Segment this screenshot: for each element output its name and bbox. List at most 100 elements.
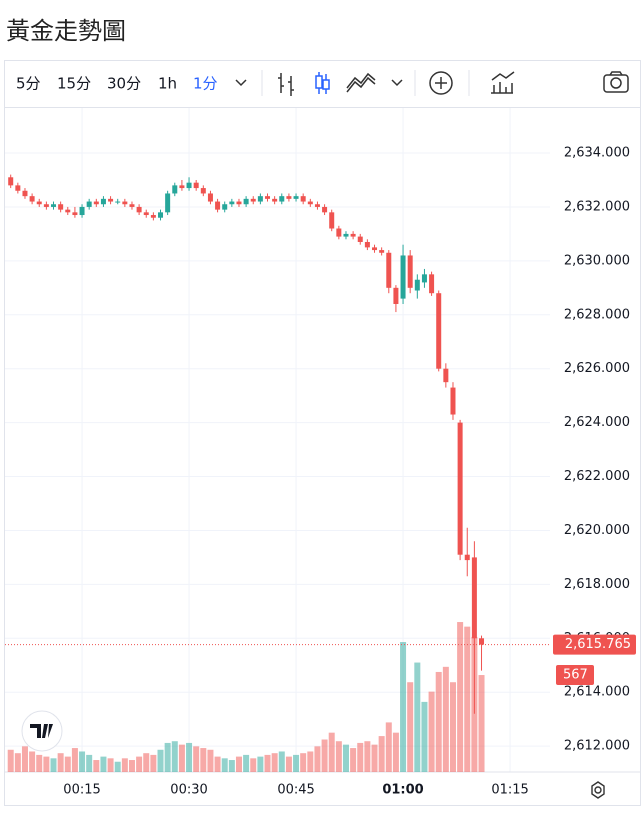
candle-body — [186, 182, 192, 189]
candle-body — [207, 193, 213, 202]
settings-button[interactable] — [591, 781, 605, 799]
candle-body — [350, 233, 356, 237]
volume-bar — [293, 754, 300, 772]
y-tick-label: 2,634.000 — [564, 146, 630, 161]
volume-bar — [178, 744, 185, 772]
candle-body — [79, 206, 85, 216]
volume-bar — [107, 758, 114, 772]
candle-body — [314, 204, 320, 207]
candle-body — [236, 201, 242, 205]
candle-body — [300, 196, 306, 202]
volume-bar — [164, 742, 171, 772]
candles-icon[interactable] — [315, 72, 330, 94]
candle-body — [158, 212, 164, 218]
candle-body — [58, 204, 64, 210]
volume-bar — [278, 751, 285, 772]
candle-body — [293, 196, 299, 199]
add-indicator-button[interactable] — [429, 71, 453, 95]
candle-body — [436, 293, 442, 369]
candle-body — [179, 185, 185, 189]
last-volume-box — [556, 665, 594, 686]
volume-bar — [200, 748, 207, 772]
volume-bar — [264, 754, 271, 772]
candle-body — [457, 422, 463, 555]
volume-bar — [228, 760, 235, 772]
volume-bar — [435, 671, 442, 772]
candle-body — [364, 241, 370, 248]
volume-bar — [214, 756, 221, 772]
volume-bar — [57, 753, 64, 772]
volume-bar — [478, 675, 485, 772]
volume-bar — [300, 753, 307, 772]
candle-body — [8, 177, 14, 186]
candle-body — [65, 209, 71, 213]
candle-body — [100, 198, 106, 205]
candle-body — [29, 196, 35, 202]
volume-bar — [243, 754, 250, 772]
volume-bar — [114, 761, 121, 772]
candle-body — [429, 274, 435, 294]
volume-bar — [128, 760, 135, 772]
volume-bar — [392, 732, 399, 772]
volume-bar — [79, 751, 86, 772]
interval-selected[interactable]: 1分 — [193, 75, 218, 93]
volume-bar — [71, 748, 78, 772]
volume-bar — [150, 754, 157, 772]
volume-bar — [357, 742, 364, 772]
volume-bar — [43, 756, 50, 772]
volume-bar — [136, 756, 143, 772]
interval-button[interactable]: 15分 — [57, 75, 91, 93]
volume-bar — [50, 758, 57, 772]
volume-bar — [350, 748, 357, 772]
candle-body — [307, 201, 313, 205]
volume-bar — [285, 756, 292, 772]
volume-bar — [321, 739, 328, 772]
x-tick-label: 00:30 — [170, 783, 207, 798]
interval-button[interactable]: 1h — [158, 75, 177, 93]
candle-body — [172, 185, 178, 194]
interval-button[interactable]: 30分 — [107, 75, 141, 93]
interval-button[interactable]: 5分 — [16, 75, 41, 93]
volume-bar — [328, 732, 335, 772]
bars-icon[interactable] — [278, 73, 294, 96]
candle-body — [379, 250, 385, 253]
candle-body — [222, 204, 228, 210]
volume-bar — [414, 662, 421, 772]
volume-bar — [449, 682, 456, 772]
candle-body — [257, 196, 263, 202]
candle-body — [471, 557, 477, 639]
candle-body — [357, 236, 363, 242]
tradingview-logo — [21, 710, 63, 752]
candle-body — [136, 206, 142, 213]
last-volume-label: 567 — [563, 668, 588, 683]
x-tick-label: 00:45 — [277, 783, 314, 798]
volume-bar — [193, 746, 200, 772]
y-tick-label: 2,628.000 — [564, 307, 630, 322]
candle-body — [86, 201, 92, 207]
candle-body — [329, 212, 335, 229]
volume-bar — [428, 691, 435, 772]
volume-bar — [342, 744, 349, 772]
volume-bar — [371, 744, 378, 772]
y-tick-label: 2,630.000 — [564, 253, 630, 268]
area-icon[interactable] — [346, 72, 376, 93]
volume-bar — [100, 756, 107, 772]
candle-body — [286, 196, 292, 199]
volume-bar — [21, 746, 28, 772]
last-price-label: 2,615.765 — [565, 637, 631, 652]
volume-bar — [36, 754, 43, 772]
volume-bar — [235, 756, 242, 772]
chart-type-dropdown[interactable] — [391, 79, 403, 87]
volume-bar — [93, 760, 100, 772]
candle-body — [215, 201, 221, 210]
indicators-button[interactable] — [491, 71, 515, 94]
candle-body — [414, 279, 420, 291]
volume-bar — [121, 758, 128, 772]
candle-body — [464, 554, 470, 561]
volume-bar — [207, 749, 214, 772]
volume-bar — [186, 742, 193, 772]
candle-body — [400, 255, 406, 299]
interval-dropdown[interactable] — [235, 79, 247, 87]
screenshot-button[interactable] — [603, 71, 629, 93]
